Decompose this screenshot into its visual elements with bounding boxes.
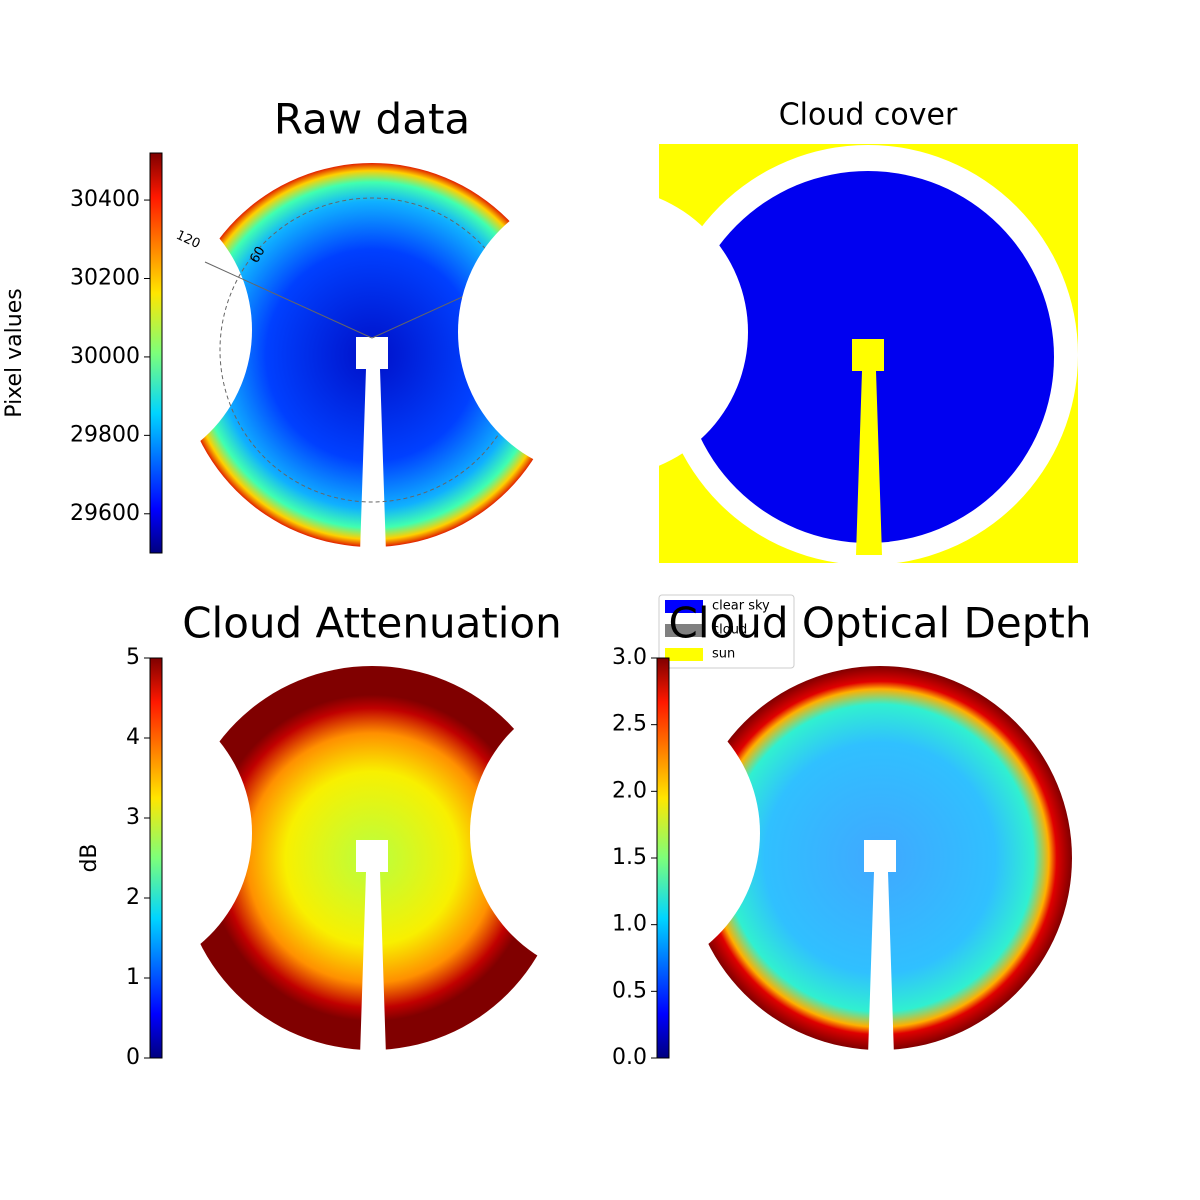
colorbar-tick-label: 30000 [70,344,140,369]
legend: clear sky cloud sun [658,594,795,669]
mast [356,337,388,553]
polar-label: 60 [247,244,268,266]
colorbar [656,657,670,1059]
panel-title: Raw data [274,95,470,144]
colorbar-tick-label: 2.0 [612,778,647,803]
horizon-mask [0,688,252,978]
horizon-mask [470,688,760,978]
colorbar-tick-label: 4 [126,725,140,750]
colorbar-tick-label: 30200 [70,265,140,290]
colorbar-tick-label: 2 [126,885,140,910]
colorbar [149,657,163,1059]
colorbar-tick-label: 3.0 [612,645,647,670]
colorbar-tick-label: 30400 [70,187,140,212]
legend-label: sun [712,647,735,662]
horizon-mask [0,185,252,475]
horizon-mask [458,187,748,477]
colorbar-tick-label: 3 [126,805,140,830]
colorbar-tick-label: 1 [126,965,140,990]
legend-label: cloud [712,623,747,638]
legend-swatch [665,624,703,637]
polar-spoke [204,261,373,339]
legend-swatch [665,600,703,613]
colorbar-tick-label: 1.5 [612,845,647,870]
colorbar-label: Pixel values [2,288,27,417]
legend-swatch [665,648,703,661]
panel-title: Cloud cover [779,98,958,133]
colorbar-label: dB [77,843,102,872]
legend-label: clear sky [712,599,770,614]
colorbar-tick-label: 29800 [70,422,140,447]
colorbar-tick-label: 5 [126,645,140,670]
colorbar-tick-label: 1.0 [612,912,647,937]
colorbar [149,152,163,554]
colorbar-tick-label: 0.0 [612,1045,647,1070]
mast [356,840,388,1056]
mast [852,339,884,555]
colorbar-tick-label: 0.5 [612,978,647,1003]
colorbar-tick-label: 29600 [70,501,140,526]
panel-title: Cloud Attenuation [182,599,562,648]
mast [864,840,896,1056]
colorbar-tick-label: 0 [126,1045,140,1070]
colorbar-tick-label: 2.5 [612,712,647,737]
panel-title: Cloud Optical Depth [669,599,1092,648]
